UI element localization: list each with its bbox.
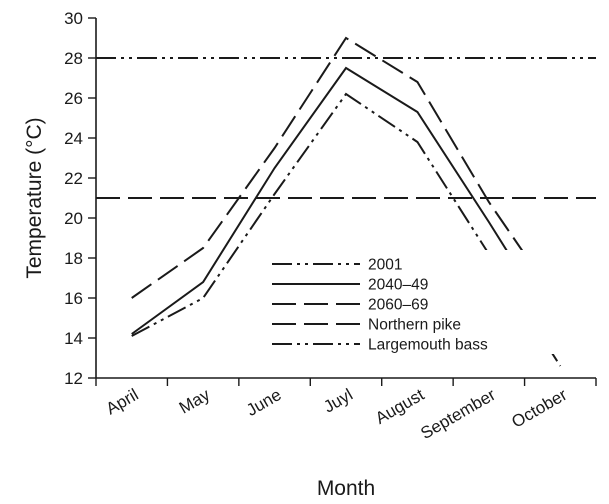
y-tick-label: 14 (64, 329, 83, 348)
series-line-1 (131, 66, 562, 337)
threshold-lines (96, 57, 596, 199)
legend-label: 2060–69 (368, 297, 428, 314)
x-tick-label: September (417, 385, 499, 443)
x-tick-label: June (243, 385, 284, 420)
x-tick-label: October (508, 385, 570, 432)
legend-background (262, 250, 570, 354)
y-tick-label: 20 (64, 209, 83, 228)
legend-label: Largemouth bass (368, 337, 488, 354)
x-axis-title: Month (317, 477, 375, 500)
y-tick-label: 28 (64, 49, 83, 68)
y-axis-title: Temperature (°C) (23, 117, 46, 278)
legend-label: Northern pike (368, 317, 461, 334)
x-tick-label: April (103, 385, 142, 418)
y-tick-label: 26 (64, 89, 83, 108)
legend-label: 2040–49 (368, 277, 428, 294)
series-line-2 (131, 36, 562, 307)
y-tick-label: 24 (64, 129, 83, 148)
axes (95, 18, 596, 379)
y-tick-label: 18 (64, 249, 83, 268)
x-tick-label: August (372, 385, 428, 428)
y-tick-label: 30 (64, 9, 83, 28)
y-tick-label: 22 (64, 169, 83, 188)
legend: 2001 2040–49 2060–69 Northern pike Largemout… (262, 250, 570, 354)
y-tick-label: 12 (64, 369, 83, 388)
x-tick-label: Juyl (320, 385, 356, 417)
legend-label: 2001 (368, 257, 402, 274)
y-tick-label: 16 (64, 289, 83, 308)
x-tick-label: May (176, 385, 214, 418)
y-axis-ticks: 12 14 16 18 20 22 24 26 28 30 (64, 9, 96, 388)
